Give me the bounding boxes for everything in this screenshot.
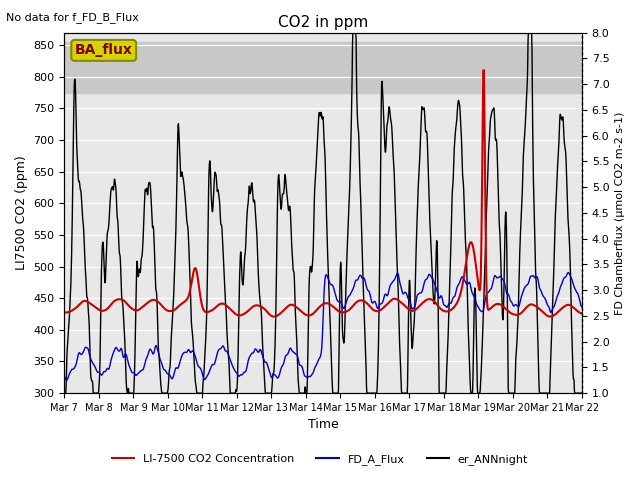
Text: No data for f_FD_B_Flux: No data for f_FD_B_Flux: [6, 12, 140, 23]
X-axis label: Time: Time: [308, 419, 339, 432]
Text: BA_flux: BA_flux: [75, 43, 132, 58]
Title: CO2 in ppm: CO2 in ppm: [278, 15, 368, 30]
Legend: LI-7500 CO2 Concentration, FD_A_Flux, er_ANNnight: LI-7500 CO2 Concentration, FD_A_Flux, er…: [108, 450, 532, 469]
Bar: [65, 42, 582, 93]
Y-axis label: FD Chamberflux (μmol CO2 m-2 s-1): FD Chamberflux (μmol CO2 m-2 s-1): [615, 111, 625, 314]
Y-axis label: LI7500 CO2 (ppm): LI7500 CO2 (ppm): [15, 156, 28, 270]
